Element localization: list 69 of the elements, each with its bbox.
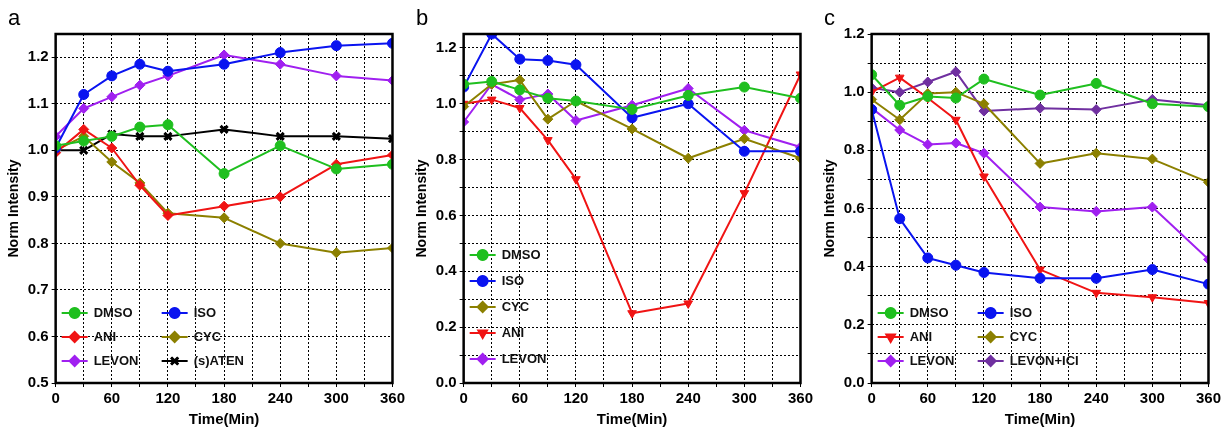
x-tick-label: 0 (459, 389, 468, 407)
legend-label: CYC (193, 328, 222, 344)
y-tick-label: 1.0 (27, 140, 49, 158)
x-tick-label: 240 (1083, 389, 1109, 407)
x-axis-title: Time(Min) (1004, 410, 1076, 428)
legend-label: ISO (1009, 304, 1033, 320)
legend-label: LEVON+ICI (1009, 352, 1079, 368)
legend-label: ANI (93, 328, 117, 344)
y-tick-label: 1.2 (843, 24, 865, 42)
x-tick-label: 60 (103, 389, 121, 407)
x-tick-label: 300 (323, 389, 349, 407)
y-tick-label: 0.6 (843, 198, 865, 216)
x-tick-label: 120 (971, 389, 997, 407)
y-tick-label: 0.2 (435, 317, 457, 335)
x-tick-label: 360 (787, 389, 813, 407)
y-tick-label: 0.6 (435, 205, 457, 223)
x-axis-title: Time(Min) (188, 410, 260, 428)
y-tick-label: 0.8 (27, 233, 49, 251)
legend-label: ANI (501, 324, 525, 340)
y-tick-label: 1.2 (27, 47, 49, 65)
legend-label: ANI (909, 328, 933, 344)
x-tick-label: 120 (155, 389, 181, 407)
x-tick-label: 300 (1139, 389, 1165, 407)
legend-label: LEVON (501, 350, 547, 366)
legend-label: DMSO (93, 304, 133, 320)
y-tick-label: 0.5 (27, 373, 49, 391)
y-tick-label: 0.2 (843, 314, 865, 332)
y-tick-label: 0.9 (27, 187, 49, 205)
y-tick-label: 0.8 (435, 149, 457, 167)
legend-label: LEVON (93, 352, 139, 368)
chart-title: c (824, 5, 835, 31)
chart-title: b (416, 5, 429, 31)
legend-label: CYC (1009, 328, 1038, 344)
x-tick-label: 360 (1195, 389, 1221, 407)
legend-label: CYC (501, 298, 530, 314)
x-tick-label: 180 (211, 389, 237, 407)
x-axis-title: Time(Min) (596, 410, 668, 428)
x-tick-label: 240 (267, 389, 293, 407)
y-tick-label: 1.1 (27, 93, 49, 111)
x-tick-label: 60 (511, 389, 529, 407)
x-tick-label: 0 (867, 389, 876, 407)
y-tick-label: 0.7 (27, 280, 49, 298)
x-tick-label: 240 (675, 389, 701, 407)
y-tick-label: 0.0 (435, 373, 457, 391)
y-tick-label: 1.2 (435, 38, 457, 56)
y-tick-label: 0.4 (843, 256, 866, 274)
legend-label: DMSO (909, 304, 949, 320)
x-tick-label: 60 (919, 389, 937, 407)
y-tick-label: 1.0 (843, 82, 865, 100)
x-tick-label: 0 (51, 389, 60, 407)
y-axis-title: Norm Intensity (821, 159, 838, 258)
y-axis-title: Norm Intensity (5, 159, 22, 258)
x-tick-label: 360 (379, 389, 405, 407)
legend-label: ISO (193, 304, 217, 320)
y-axis-title: Norm Intensity (413, 159, 430, 258)
x-tick-label: 120 (563, 389, 589, 407)
y-tick-label: 0.4 (435, 261, 458, 279)
y-tick-label: 0.8 (843, 140, 865, 158)
x-tick-label: 180 (619, 389, 645, 407)
legend-label: ISO (501, 272, 525, 288)
y-tick-label: 0.0 (843, 373, 865, 391)
y-tick-label: 1.0 (435, 93, 457, 111)
legend-label: LEVON (909, 352, 955, 368)
x-tick-label: 300 (731, 389, 757, 407)
chart-title: a (8, 5, 21, 31)
y-tick-label: 0.6 (27, 326, 49, 344)
legend-label: (s)ATEN (193, 352, 244, 368)
x-tick-label: 180 (1027, 389, 1053, 407)
legend-label: DMSO (501, 246, 541, 262)
